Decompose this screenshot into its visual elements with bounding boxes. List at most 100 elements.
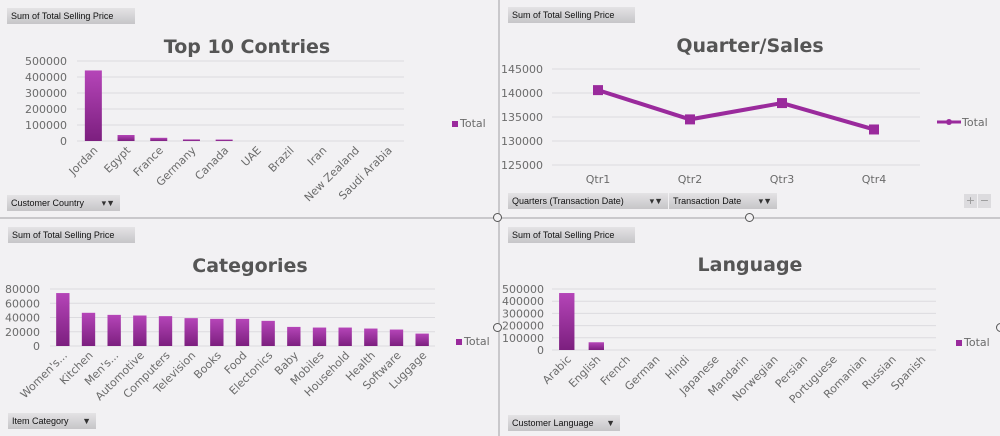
chart-3: Language0100000200000300000400000500000A… — [502, 254, 990, 406]
dropdown-arrow-icon[interactable]: ▼ — [82, 416, 91, 426]
y-tick-label: 130000 — [501, 135, 543, 148]
resize-handle[interactable] — [745, 213, 754, 222]
bar — [235, 318, 250, 346]
y-tick-label: 300000 — [502, 307, 544, 320]
y-tick-label: 200000 — [502, 320, 544, 333]
expand-field-button[interactable]: + — [964, 194, 977, 208]
transaction-date-filter-button[interactable]: Transaction Date ▾▼ — [669, 193, 777, 209]
legend-label: Total — [963, 336, 990, 349]
value-field-button-quarters[interactable]: Sum of Total Selling Price — [508, 7, 635, 23]
x-tick-label: Canada — [192, 144, 231, 183]
resize-handle[interactable] — [996, 323, 1000, 332]
x-tick-label: Brazil — [266, 144, 297, 175]
y-tick-label: 125000 — [501, 159, 543, 172]
bar — [117, 135, 135, 141]
quarters-filter-button[interactable]: Quarters (Transaction Date) ▾▼ — [508, 193, 668, 209]
dropdown-arrow-icon[interactable]: ▼ — [606, 418, 615, 428]
filter-label: Quarters (Transaction Date) — [512, 196, 624, 206]
bar — [150, 137, 168, 141]
filter-funnel-icon[interactable]: ▾▼ — [649, 196, 663, 206]
filter-funnel-icon[interactable]: ▾▼ — [101, 198, 115, 208]
legend-label: Total — [459, 117, 486, 130]
y-tick-label: 145000 — [501, 63, 543, 76]
data-point-marker — [869, 124, 879, 135]
collapse-field-button[interactable]: − — [978, 194, 991, 208]
bar — [261, 320, 275, 346]
x-tick-label: English — [566, 353, 603, 390]
y-tick-label: 200000 — [25, 103, 67, 116]
x-tick-label: Egypt — [102, 143, 134, 175]
y-tick-label: 400000 — [25, 71, 67, 84]
data-point-marker — [593, 85, 603, 96]
bar — [588, 342, 604, 350]
legend-swatch — [456, 339, 462, 345]
x-tick-label: Qtr2 — [678, 173, 703, 186]
bar — [415, 333, 429, 346]
bar — [182, 139, 200, 141]
bar — [312, 327, 327, 346]
bar — [84, 70, 102, 141]
y-tick-label: 0 — [33, 340, 40, 353]
bar — [287, 326, 301, 346]
y-tick-label: 0 — [537, 344, 544, 357]
x-tick-label: Qtr3 — [770, 173, 795, 186]
y-tick-label: 100000 — [25, 119, 67, 132]
chart-title: Categories — [192, 255, 307, 277]
bar — [81, 312, 96, 346]
bar — [215, 139, 233, 141]
legend-swatch — [956, 340, 962, 346]
legend-label: Total — [961, 116, 988, 129]
y-tick-label: 400000 — [502, 295, 544, 308]
series-line — [597, 88, 875, 132]
filter-label: Customer Country — [11, 198, 85, 208]
data-point-marker — [777, 98, 787, 109]
value-field-button-language[interactable]: Sum of Total Selling Price — [508, 227, 635, 243]
value-field-button-categories[interactable]: Sum of Total Selling Price — [8, 227, 135, 243]
bar — [210, 318, 224, 346]
chart-title: Language — [698, 254, 803, 276]
bar — [338, 327, 352, 346]
resize-handle[interactable] — [493, 323, 502, 332]
y-tick-label: 500000 — [502, 283, 544, 296]
data-point-marker — [685, 114, 695, 125]
chart-1: Quarter/Sales 125000 130000 135000 140000 145… — [501, 35, 988, 186]
bar — [364, 328, 378, 346]
filter-label: Transaction Date — [673, 196, 742, 206]
x-tick-label: Qtr4 — [862, 173, 887, 186]
filter-funnel-icon[interactable]: ▾▼ — [758, 196, 772, 206]
chart-title: Quarter/Sales — [676, 35, 823, 57]
filter-label: Item Category — [12, 416, 69, 426]
value-field-button-countries[interactable]: Sum of Total Selling Price — [7, 8, 135, 24]
item-category-filter-button[interactable]: Item Category ▼ — [8, 413, 96, 429]
y-tick-label: 20000 — [5, 326, 40, 339]
x-tick-label: Iran — [305, 144, 329, 168]
y-tick-label: 140000 — [501, 87, 543, 100]
bar — [133, 315, 147, 346]
bar — [56, 293, 70, 346]
y-tick-label: 500000 — [25, 55, 67, 68]
legend-swatch — [452, 121, 458, 127]
bar — [389, 329, 404, 346]
y-tick-label: 80000 — [5, 283, 40, 296]
x-tick-label: Jordan — [66, 144, 101, 179]
y-tick-label: 60000 — [5, 297, 40, 310]
y-tick-label: 135000 — [501, 111, 543, 124]
legend-label: Total — [463, 335, 490, 348]
legend-marker — [946, 119, 952, 125]
bar — [559, 293, 575, 350]
filter-label: Customer Language — [512, 418, 594, 428]
y-tick-label: 40000 — [5, 312, 40, 325]
resize-handle[interactable] — [493, 213, 502, 222]
chart-2: Categories020000400006000080000Women's..… — [5, 255, 490, 403]
y-tick-label: 100000 — [502, 332, 544, 345]
customer-country-filter-button[interactable]: Customer Country ▾▼ — [7, 195, 120, 211]
customer-language-filter-button[interactable]: Customer Language ▼ — [508, 415, 620, 431]
bar — [107, 314, 121, 346]
x-tick-label: Books — [191, 349, 224, 382]
x-tick-label: Qtr1 — [586, 173, 611, 186]
chart-0: Top 10 Contries 0 100000 200000 300000 400000… — [25, 36, 486, 204]
bar — [158, 316, 173, 346]
y-tick-label: 300000 — [25, 87, 67, 100]
bar — [184, 318, 198, 346]
